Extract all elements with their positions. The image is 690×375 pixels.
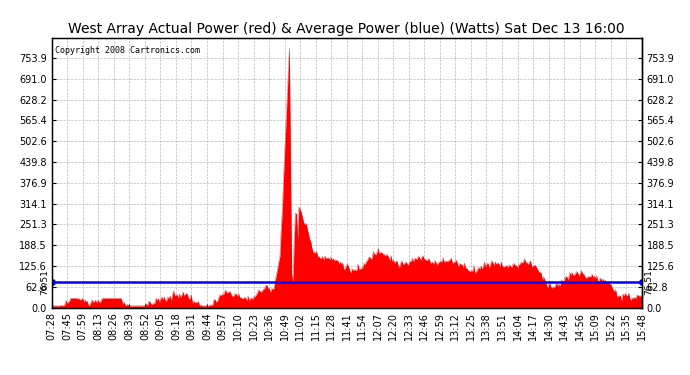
Text: Copyright 2008 Cartronics.com: Copyright 2008 Cartronics.com (55, 46, 199, 55)
Text: 76.51: 76.51 (40, 269, 49, 295)
Title: West Array Actual Power (red) & Average Power (blue) (Watts) Sat Dec 13 16:00: West Array Actual Power (red) & Average … (68, 22, 625, 36)
Text: 76.51: 76.51 (644, 269, 653, 295)
